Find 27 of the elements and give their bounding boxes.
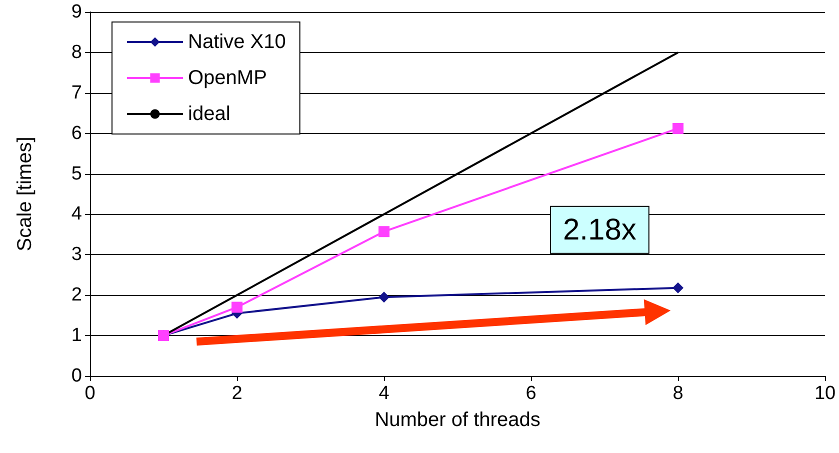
x-tick-label: 8 — [672, 383, 684, 404]
y-tick-label: 3 — [71, 244, 82, 266]
y-tick-label: 0 — [71, 366, 82, 386]
point — [378, 226, 390, 238]
legend-label: OpenMP — [188, 67, 267, 89]
annotation: 2.18x — [563, 213, 636, 246]
point — [378, 292, 390, 303]
point — [672, 282, 684, 294]
y-tick-label: 6 — [71, 122, 82, 144]
y-tick-label: 5 — [71, 163, 82, 184]
x-tick-label: 10 — [814, 383, 836, 404]
y-tick-label: 2 — [71, 284, 82, 306]
y-tick-label: 9 — [71, 2, 82, 22]
legend-label: ideal — [188, 103, 230, 125]
y-tick-label: 1 — [71, 325, 82, 346]
point — [232, 302, 242, 313]
x-tick-label: 0 — [84, 383, 96, 404]
y-tick-label: 8 — [71, 42, 82, 63]
x-tick-label: 4 — [378, 383, 390, 404]
legend-label: Native X10 — [188, 31, 286, 53]
x-tick-label: 2 — [232, 383, 242, 404]
point — [672, 122, 684, 134]
y-axis-title: Scale [times] — [14, 136, 36, 252]
x-axis-title: Number of threads — [374, 409, 540, 431]
x-tick-label: 6 — [526, 383, 536, 404]
y-tick-label: 7 — [71, 82, 82, 104]
y-tick-label: 4 — [71, 204, 82, 225]
